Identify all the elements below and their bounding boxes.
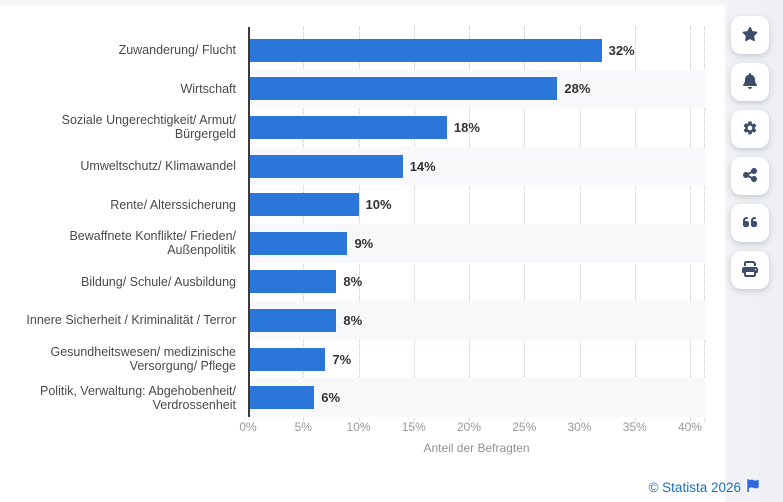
chart-row: 32% [248,31,705,70]
chart-row: 14% [248,146,705,186]
category-label: Bildung/ Schule/ Ausbildung [81,274,236,289]
bar-value-label: 7% [332,351,352,367]
category-labels: Zuwanderung/ Flucht Wirtschaft Soziale Ung… [0,31,244,417]
bar-value-label: 10% [365,197,392,213]
bar-value-label: 8% [343,274,363,290]
bar[interactable] [248,38,602,62]
category-label: Soziale Ungerechtigkeit/ Armut/ Bürgerge… [61,113,236,142]
flag-icon[interactable] [747,479,759,495]
bar[interactable] [248,115,447,139]
bar-value-label: 8% [343,312,363,328]
chart-row: 9% [248,223,705,263]
category-label: Wirtschaft [180,81,236,96]
x-tick-label: 20% [456,420,482,434]
category-label: Zuwanderung/ Flucht [118,43,236,58]
bar-value-label: 18% [453,119,480,135]
band-rows: 32% 28% 18% 14% 10% 9% 8% 8% 7% 6% [248,31,705,417]
bar[interactable] [248,347,326,371]
settings-button[interactable] [731,110,769,148]
print-button[interactable] [731,251,769,289]
plot-area: 32% 28% 18% 14% 10% 9% 8% 8% 7% 6% [248,27,705,421]
bar[interactable] [248,386,315,410]
bar[interactable] [248,77,558,101]
bar-value-label: 28% [564,81,591,97]
notification-button[interactable] [731,63,769,101]
x-tick-label: 25% [512,420,537,434]
copyright-notice: © Statista 2026 [648,479,759,495]
gear-icon [742,120,758,139]
tool-rail [725,0,783,502]
chart-row: 7% [248,340,705,379]
bar[interactable] [248,308,337,332]
x-axis-ticks: 0% 5% 10% 15% 20% 25% 30% 35% 40% [239,420,705,434]
bar-value-label: 6% [321,390,341,406]
bar[interactable] [248,154,403,178]
category-label: Umweltschutz/ Klimawandel [80,159,236,174]
cite-button[interactable] [731,204,769,242]
favorite-button[interactable] [731,16,769,54]
share-icon [742,167,758,186]
bar-value-label: 14% [409,158,436,174]
share-button[interactable] [731,157,769,195]
category-label: Rente/ Alterssicherung [110,197,236,212]
top-divider [0,0,783,5]
x-axis-title: Anteil der Befragten [423,441,530,455]
x-tick-label: 0% [239,420,257,434]
bar[interactable] [248,231,348,255]
chart-row: 6% [248,378,705,417]
chart-row: 18% [248,108,705,147]
category-label: Innere Sicherheit / Kriminalität / Terro… [26,313,236,328]
star-icon [742,26,758,45]
bar[interactable] [248,270,337,294]
x-tick-label: 40% [677,420,703,434]
bar[interactable] [248,193,359,217]
y-axis-line [248,27,250,417]
bell-icon [742,72,758,92]
category-label: Politik, Verwaltung: Abgehobenheit/ Verd… [40,383,236,412]
chart-row: 8% [248,263,705,302]
x-tick-label: 15% [401,420,426,434]
bar-value-label: 9% [354,235,374,251]
copyright-text: © Statista 2026 [648,479,741,495]
x-tick-label: 5% [294,420,312,434]
chart-row: 8% [248,301,705,340]
quote-icon [742,214,758,233]
chart-row: 10% [248,185,705,224]
x-tick-label: 30% [567,420,592,434]
category-label: Bewaffnete Konflikte/ Frieden/ Außenpoli… [69,229,236,258]
printer-icon [742,260,758,280]
bar-value-label: 32% [608,42,635,58]
category-label: Gesundheitswesen/ medizinische Versorgun… [50,345,236,374]
chart-row: 28% [248,69,705,109]
x-tick-label: 35% [622,420,647,434]
x-tick-label: 10% [346,420,371,434]
